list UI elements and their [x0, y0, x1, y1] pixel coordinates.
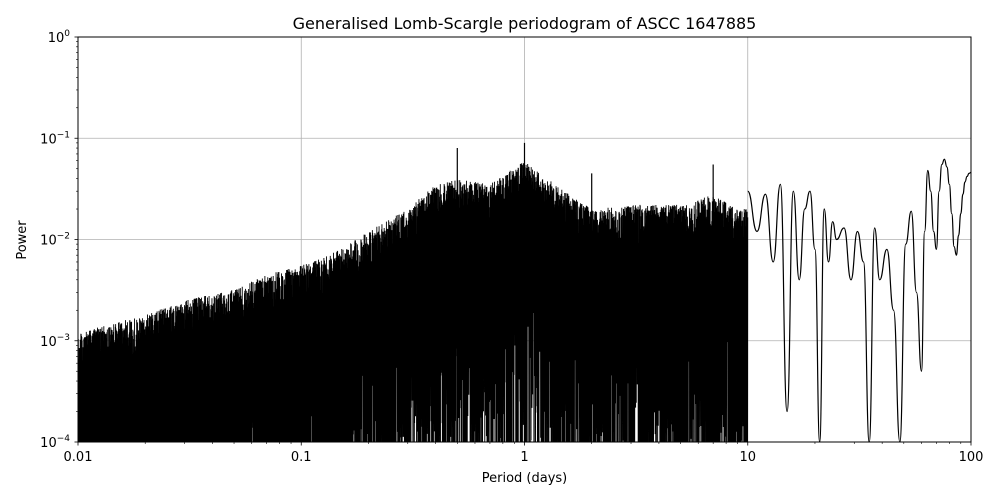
- x-tick-label: 10: [739, 450, 756, 465]
- y-tick-label: 10−4: [40, 434, 70, 451]
- y-tick-label: 10−2: [40, 232, 70, 249]
- x-axis-label: Period (days): [482, 471, 568, 486]
- x-tick-label: 0.1: [291, 450, 312, 465]
- periodogram-line-long-period: [747, 158, 971, 442]
- periodogram-line-dense: [78, 163, 749, 442]
- chart-title: Generalised Lomb-Scargle periodogram of …: [293, 14, 757, 33]
- periodogram-series: [78, 142, 971, 442]
- y-axis-label: Power: [15, 220, 30, 260]
- y-axis: 10−4 10−3 10−2 10−1 100: [40, 29, 78, 451]
- x-axis: 0.01 0.1 1 10 100: [64, 442, 984, 465]
- y-tick-label: 10−1: [40, 130, 70, 147]
- x-tick-label: 1: [520, 450, 528, 465]
- x-tick-label: 0.01: [64, 450, 93, 465]
- y-tick-label: 10−3: [40, 333, 70, 350]
- y-tick-label: 100: [48, 29, 71, 46]
- x-tick-label: 100: [959, 450, 984, 465]
